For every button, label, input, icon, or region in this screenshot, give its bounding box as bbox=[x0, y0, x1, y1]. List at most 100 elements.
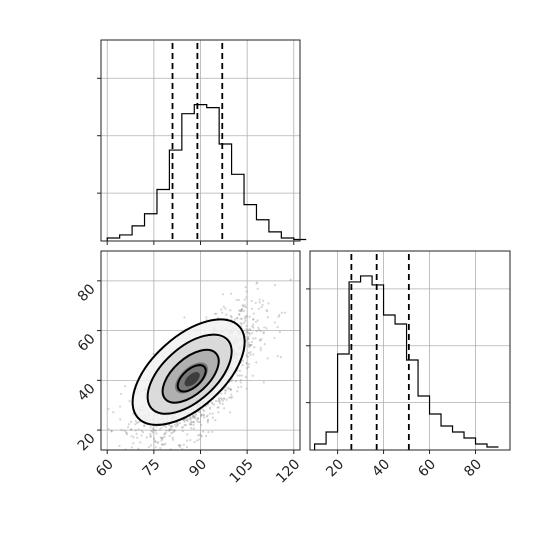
scatter-point bbox=[243, 298, 246, 301]
scatter-point bbox=[247, 343, 250, 346]
scatter-point bbox=[259, 330, 262, 333]
y-tick-label: 80 bbox=[75, 281, 99, 305]
scatter-point bbox=[135, 432, 138, 435]
scatter-point bbox=[176, 423, 179, 426]
scatter-point bbox=[189, 439, 192, 442]
scatter-point bbox=[184, 423, 187, 427]
scatter-point bbox=[176, 421, 179, 424]
scatter-point bbox=[134, 423, 137, 426]
scatter-point bbox=[245, 290, 248, 293]
scatter-point bbox=[200, 423, 203, 426]
scatter-point bbox=[211, 430, 214, 433]
scatter-point bbox=[256, 319, 259, 322]
scatter-point bbox=[197, 417, 200, 420]
scatter-point bbox=[250, 331, 254, 335]
scatter-point bbox=[242, 309, 246, 313]
scatter-point bbox=[132, 436, 135, 439]
scatter-point bbox=[243, 315, 247, 319]
scatter-point bbox=[247, 365, 250, 369]
scatter-point bbox=[252, 318, 255, 321]
scatter-point bbox=[198, 410, 201, 413]
scatter-point bbox=[153, 428, 156, 432]
scatter-point bbox=[230, 292, 233, 295]
scatter-point bbox=[216, 406, 219, 409]
scatter-point bbox=[236, 317, 239, 320]
scatter-point bbox=[171, 425, 174, 428]
scatter-point bbox=[201, 408, 205, 411]
scatter-point bbox=[149, 426, 152, 429]
scatter-point bbox=[262, 299, 265, 302]
scatter-point bbox=[192, 415, 195, 418]
scatter-point bbox=[251, 374, 254, 377]
scatter-point bbox=[223, 397, 226, 400]
scatter-point bbox=[130, 428, 133, 431]
scatter-point bbox=[240, 374, 243, 377]
scatter-point bbox=[193, 415, 196, 418]
scatter-point bbox=[246, 355, 250, 358]
x-tick-label: 105 bbox=[227, 456, 257, 486]
scatter-point bbox=[239, 322, 242, 325]
scatter-point bbox=[205, 415, 208, 418]
scatter-point bbox=[129, 428, 133, 431]
scatter-point bbox=[247, 341, 250, 344]
scatter-point bbox=[252, 318, 255, 321]
scatter-point bbox=[220, 397, 223, 400]
scatter-point bbox=[120, 428, 123, 431]
scatter-point bbox=[134, 429, 137, 432]
scatter-point bbox=[238, 313, 241, 316]
scatter-point bbox=[170, 426, 173, 429]
scatter-point bbox=[185, 446, 188, 449]
scatter-point bbox=[198, 420, 201, 424]
scatter-point bbox=[211, 416, 214, 419]
scatter-point bbox=[244, 317, 247, 320]
scatter-point bbox=[247, 363, 251, 366]
scatter-point bbox=[123, 429, 126, 432]
scatter-point bbox=[149, 434, 152, 438]
scatter-point bbox=[247, 345, 251, 349]
scatter-point bbox=[141, 431, 145, 434]
scatter-point bbox=[118, 405, 122, 408]
scatter-point bbox=[205, 434, 208, 438]
scatter-point bbox=[163, 435, 166, 438]
scatter-point bbox=[217, 406, 220, 409]
scatter-point bbox=[137, 428, 140, 431]
scatter-point bbox=[245, 331, 248, 334]
scatter-point bbox=[215, 312, 218, 315]
axes-frame bbox=[309, 250, 511, 451]
scatter-point bbox=[168, 434, 171, 438]
scatter-point bbox=[196, 416, 200, 420]
scatter-point bbox=[182, 426, 185, 429]
scatter-point bbox=[254, 320, 258, 323]
scatter-point bbox=[248, 343, 251, 346]
scatter-point bbox=[188, 415, 191, 419]
scatter-point bbox=[127, 423, 131, 426]
scatter-point bbox=[175, 425, 178, 428]
scatter-point bbox=[255, 282, 258, 285]
scatter-point bbox=[222, 407, 226, 410]
scatter-point bbox=[203, 413, 206, 416]
scatter-point bbox=[194, 413, 198, 416]
scatter-point bbox=[229, 396, 233, 399]
scatter-point bbox=[154, 440, 157, 443]
scatter-point bbox=[239, 309, 242, 312]
scatter-point bbox=[217, 398, 221, 401]
scatter-point bbox=[238, 369, 241, 372]
scatter-point bbox=[262, 332, 265, 335]
scatter-point bbox=[283, 311, 287, 314]
scatter-point bbox=[134, 420, 137, 423]
x-tick-label: 120 bbox=[273, 456, 303, 486]
scatter-point bbox=[222, 397, 225, 400]
scatter-point bbox=[189, 423, 193, 426]
scatter-point bbox=[192, 421, 196, 424]
scatter-point bbox=[189, 421, 192, 424]
scatter-point bbox=[160, 426, 163, 430]
scatter-point bbox=[164, 431, 167, 434]
scatter-point bbox=[168, 428, 171, 431]
scatter-point bbox=[276, 326, 279, 329]
scatter-point bbox=[151, 427, 155, 430]
scatter-point bbox=[178, 445, 181, 448]
scatter-point bbox=[248, 327, 251, 331]
scatter-point bbox=[154, 446, 157, 449]
scatter-point bbox=[161, 438, 164, 441]
scatter-point bbox=[186, 419, 189, 422]
